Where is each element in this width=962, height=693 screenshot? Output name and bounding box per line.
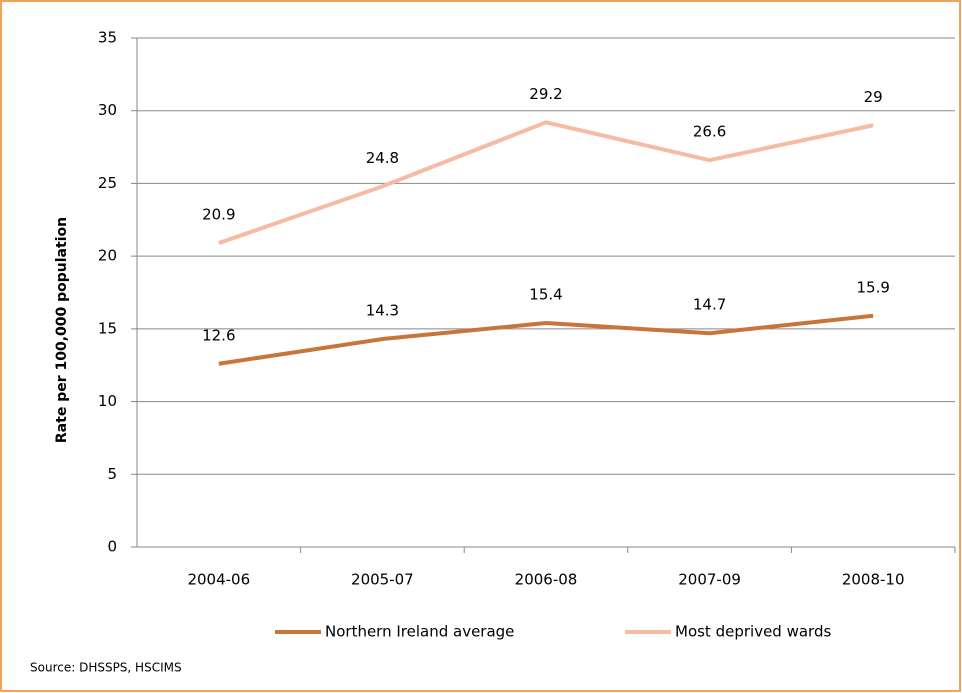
legend-label: Northern Ireland average [325,623,514,641]
data-label: 20.9 [202,206,235,224]
y-tick-label: 20 [98,247,117,265]
series-line [218,313,874,366]
data-label: 29 [864,88,883,106]
y-tick-label: 35 [98,29,117,47]
data-label: 24.8 [366,149,399,167]
y-tick-label: 15 [98,319,117,337]
y-tick-label: 10 [98,392,117,410]
data-label: 15.9 [856,278,889,296]
y-tick-label: 30 [98,101,117,119]
y-tick-label: 25 [98,174,117,192]
data-label: 26.6 [693,123,726,141]
y-tick-label: 0 [107,538,117,556]
series-line [218,120,874,245]
x-tick-label: 2006-08 [515,571,578,589]
data-label: 29.2 [529,85,562,103]
source-note: Source: DHSSPS, HSCIMS [30,661,182,675]
data-label: 12.6 [202,326,235,344]
x-tick-label: 2004-06 [187,571,250,589]
data-label: 14.3 [366,302,399,320]
data-label: 14.7 [693,296,726,314]
y-axis-label: Rate per 100,000 population [54,217,70,443]
x-tick-label: 2005-07 [351,571,414,589]
legend-label: Most deprived wards [675,623,831,641]
y-tick-label: 5 [107,465,117,483]
x-tick-label: 2008-10 [842,571,905,589]
data-label: 15.4 [529,286,562,304]
x-tick-label: 2007-09 [678,571,741,589]
